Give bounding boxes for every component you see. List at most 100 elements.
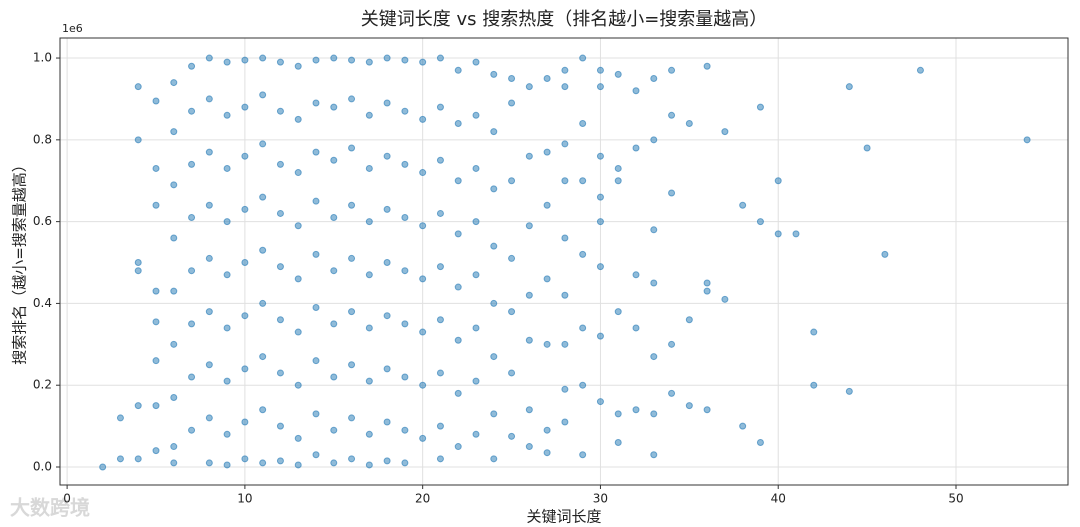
point xyxy=(401,426,409,434)
point xyxy=(152,287,160,295)
point xyxy=(579,381,587,389)
point xyxy=(223,461,231,469)
point xyxy=(276,107,284,115)
point xyxy=(312,197,320,205)
point xyxy=(632,324,640,332)
point xyxy=(294,381,302,389)
point xyxy=(401,267,409,275)
point xyxy=(383,418,391,426)
point xyxy=(436,422,444,430)
point xyxy=(365,430,373,438)
point xyxy=(152,447,160,455)
point xyxy=(525,443,533,451)
point xyxy=(454,177,462,185)
point xyxy=(579,54,587,62)
point xyxy=(276,457,284,465)
point xyxy=(348,254,356,262)
point xyxy=(490,410,498,418)
y-tick-label: 1.0 xyxy=(33,51,52,65)
watermark: 大数跨境 xyxy=(10,496,90,520)
point xyxy=(365,271,373,279)
point xyxy=(508,432,516,440)
point xyxy=(383,365,391,373)
point xyxy=(348,144,356,152)
point xyxy=(116,455,124,463)
point xyxy=(223,324,231,332)
point xyxy=(223,271,231,279)
point xyxy=(312,304,320,312)
point xyxy=(188,426,196,434)
point xyxy=(170,181,178,189)
point xyxy=(596,66,604,74)
x-tick-label: 20 xyxy=(415,492,430,506)
point xyxy=(134,267,142,275)
point xyxy=(774,177,782,185)
point xyxy=(668,66,676,74)
point xyxy=(241,455,249,463)
point xyxy=(650,226,658,234)
point xyxy=(365,218,373,226)
point xyxy=(703,406,711,414)
point xyxy=(259,299,267,307)
point xyxy=(703,287,711,295)
point xyxy=(365,461,373,469)
x-axis-label: 关键词长度 xyxy=(526,508,601,526)
point xyxy=(419,115,427,123)
point xyxy=(685,402,693,410)
point xyxy=(632,87,640,95)
point xyxy=(614,410,622,418)
point xyxy=(205,414,213,422)
point xyxy=(294,115,302,123)
point xyxy=(650,410,658,418)
point xyxy=(472,377,480,385)
point xyxy=(685,119,693,127)
point xyxy=(525,152,533,160)
point xyxy=(419,434,427,442)
point xyxy=(721,128,729,136)
point xyxy=(863,144,871,152)
point xyxy=(508,254,516,262)
point xyxy=(454,283,462,291)
point xyxy=(525,406,533,414)
point xyxy=(525,83,533,91)
point xyxy=(703,279,711,287)
point xyxy=(330,267,338,275)
point xyxy=(508,308,516,316)
point xyxy=(525,336,533,344)
x-tick-label: 30 xyxy=(593,492,608,506)
point xyxy=(241,365,249,373)
point xyxy=(756,218,764,226)
point xyxy=(348,414,356,422)
point xyxy=(383,99,391,107)
point xyxy=(312,250,320,258)
point xyxy=(472,164,480,172)
point xyxy=(134,455,142,463)
point xyxy=(650,136,658,144)
point xyxy=(561,140,569,148)
point xyxy=(152,164,160,172)
point xyxy=(188,373,196,381)
point xyxy=(436,263,444,271)
point xyxy=(561,291,569,299)
point xyxy=(401,107,409,115)
point xyxy=(508,177,516,185)
point xyxy=(472,58,480,66)
point xyxy=(579,177,587,185)
y-tick-label: 0.4 xyxy=(33,296,52,310)
point xyxy=(419,381,427,389)
point xyxy=(330,54,338,62)
point xyxy=(525,222,533,230)
point xyxy=(454,336,462,344)
point xyxy=(330,156,338,164)
point xyxy=(205,95,213,103)
point xyxy=(401,320,409,328)
point xyxy=(330,103,338,111)
point xyxy=(774,230,782,238)
point xyxy=(294,275,302,283)
point xyxy=(401,160,409,168)
point xyxy=(134,83,142,91)
point xyxy=(170,128,178,136)
point xyxy=(739,201,747,209)
point xyxy=(383,312,391,320)
point xyxy=(596,83,604,91)
